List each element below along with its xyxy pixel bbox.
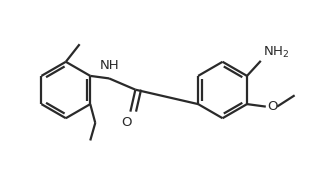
- Text: O: O: [121, 116, 132, 129]
- Text: NH$_2$: NH$_2$: [263, 44, 290, 60]
- Text: O: O: [267, 100, 277, 113]
- Text: NH: NH: [100, 59, 120, 72]
